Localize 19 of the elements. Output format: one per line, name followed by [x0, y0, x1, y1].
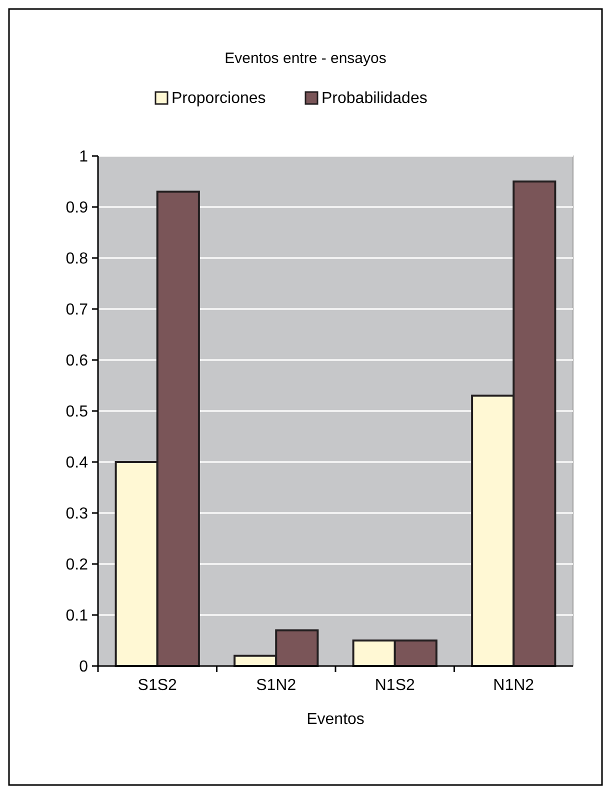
y-tick-label: 0.9 [66, 200, 88, 217]
x-tick-label: S1N2 [256, 677, 296, 694]
x-tick-label: N1S2 [374, 677, 415, 694]
legend-label: Proporciones [172, 90, 266, 107]
x-tick-label: N1N2 [493, 677, 534, 694]
y-tick-label: 0.4 [66, 454, 88, 472]
legend-label: Probabilidades [322, 90, 428, 107]
y-tick-label: 1 [79, 148, 88, 166]
x-axis-title: Eventos [306, 711, 364, 728]
y-tick-label: 0.7 [66, 302, 88, 319]
y-tick-label: 0.8 [66, 250, 88, 268]
chart-title: Eventos entre - ensayos [224, 50, 386, 67]
y-tick-label: 0.6 [66, 352, 88, 370]
x-tick-label: S1S2 [138, 677, 178, 694]
y-tick-label: 0 [79, 658, 88, 676]
y-tick-label: 0.3 [66, 506, 88, 523]
y-tick-label: 0.1 [66, 608, 88, 625]
y-tick-label: 0.5 [66, 404, 88, 421]
y-tick-label: 0.2 [66, 556, 88, 574]
